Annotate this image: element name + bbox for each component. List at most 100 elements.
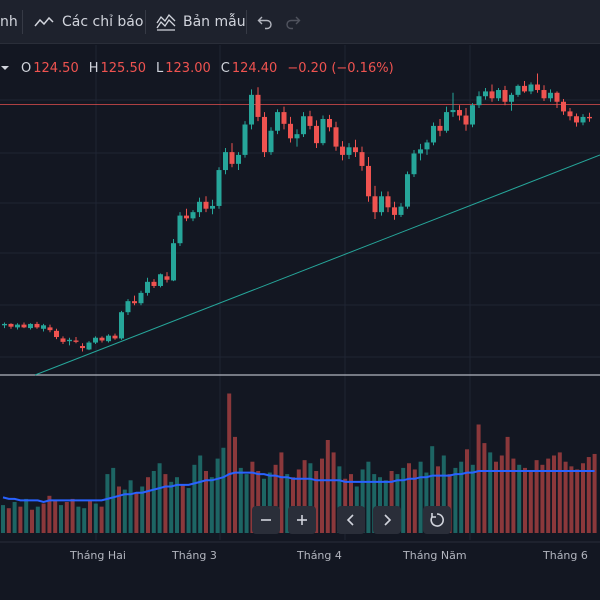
volume-bar bbox=[552, 455, 556, 533]
volume-bar bbox=[569, 466, 574, 533]
volume-bar bbox=[279, 452, 284, 533]
candle-body bbox=[229, 152, 235, 164]
volume-bar bbox=[111, 467, 116, 533]
candle-body bbox=[548, 92, 553, 99]
volume-bar bbox=[366, 461, 371, 533]
volume-bar bbox=[59, 505, 63, 533]
volume-bar bbox=[215, 458, 220, 533]
candle-body bbox=[405, 174, 410, 207]
volume-bar bbox=[88, 500, 92, 533]
low-label: L bbox=[156, 60, 164, 76]
indicators-button[interactable]: Các chỉ báo bbox=[34, 0, 143, 44]
candle-body bbox=[242, 124, 248, 155]
volume-bar bbox=[151, 471, 156, 533]
scroll-left-icon bbox=[346, 514, 354, 526]
candle-body bbox=[73, 340, 79, 342]
candle-body bbox=[437, 125, 443, 131]
scroll-right-button[interactable] bbox=[373, 506, 401, 534]
volume-bar bbox=[337, 466, 342, 533]
reset-chart-button[interactable] bbox=[423, 506, 451, 534]
volume-bar bbox=[134, 492, 139, 533]
trend-line bbox=[34, 154, 600, 376]
candle-body bbox=[197, 201, 202, 213]
candle-body bbox=[47, 327, 53, 331]
undo-button[interactable] bbox=[257, 0, 273, 44]
candle-body bbox=[99, 337, 105, 341]
candle-body bbox=[294, 134, 300, 139]
candle-body bbox=[210, 205, 215, 209]
volume-bar bbox=[227, 393, 232, 533]
change-value: −0.20 (−0.16%) bbox=[287, 60, 394, 76]
volume-bar bbox=[198, 455, 203, 533]
volume-bar bbox=[157, 463, 162, 533]
candle-body bbox=[463, 115, 469, 125]
candle-body bbox=[392, 207, 397, 215]
templates-icon bbox=[156, 13, 176, 31]
chart-canvas[interactable] bbox=[0, 45, 600, 600]
volume-bar bbox=[581, 463, 585, 533]
volume-bar bbox=[447, 474, 452, 533]
volume-bar bbox=[389, 471, 394, 533]
chevron-down-icon[interactable] bbox=[0, 64, 10, 72]
volume-bar bbox=[169, 481, 174, 533]
candle-body bbox=[145, 281, 150, 293]
volume-bar bbox=[233, 436, 237, 533]
volume-bar bbox=[221, 447, 226, 533]
candle-body bbox=[515, 85, 521, 95]
volume-bar bbox=[343, 478, 348, 533]
candle-body bbox=[450, 110, 456, 113]
candle-body bbox=[54, 330, 59, 338]
volume-bar bbox=[331, 452, 336, 533]
zoom-in-button[interactable] bbox=[288, 506, 316, 534]
volume-bar bbox=[1, 505, 5, 533]
candle-body bbox=[268, 130, 274, 153]
volume-bar bbox=[105, 474, 110, 533]
redo-button[interactable] bbox=[285, 0, 301, 44]
volume-bar bbox=[325, 440, 330, 533]
templates-button[interactable]: Bản mẫu bbox=[156, 0, 246, 44]
candle-body bbox=[320, 119, 326, 144]
x-tick-label: Tháng Năm bbox=[403, 549, 467, 562]
x-tick-label: Tháng Hai bbox=[70, 549, 126, 562]
volume-bar bbox=[546, 458, 551, 533]
candle-body bbox=[502, 90, 508, 102]
candle-body bbox=[177, 215, 183, 244]
volume-bar bbox=[6, 508, 11, 533]
toolbar-clipped-item[interactable]: nh bbox=[0, 0, 18, 44]
volume-bar bbox=[291, 477, 295, 533]
zoom-out-icon bbox=[261, 519, 271, 521]
volume-ma-line bbox=[2, 470, 595, 504]
volume-bar bbox=[117, 486, 121, 533]
volume-bar bbox=[64, 502, 69, 533]
scroll-left-button[interactable] bbox=[337, 506, 365, 534]
candle-body bbox=[398, 206, 404, 215]
candle-body bbox=[333, 127, 339, 147]
volume-bar bbox=[465, 449, 469, 533]
volume-bar bbox=[128, 480, 133, 533]
candle-body bbox=[372, 196, 378, 213]
candle-body bbox=[216, 170, 222, 206]
candle-body bbox=[184, 215, 189, 219]
volume-bar bbox=[296, 469, 301, 533]
candle-body bbox=[307, 116, 313, 126]
indicators-label: Các chỉ báo bbox=[62, 14, 144, 30]
candle-body bbox=[8, 323, 14, 327]
volume-bar bbox=[70, 498, 75, 533]
candle-body bbox=[67, 339, 72, 342]
candle-body bbox=[457, 110, 462, 116]
volume-bar bbox=[99, 506, 104, 533]
volume-bar bbox=[499, 455, 504, 533]
candle-body bbox=[489, 91, 495, 99]
candle-body bbox=[574, 116, 579, 123]
volume-bar bbox=[186, 488, 191, 533]
candle-body bbox=[385, 196, 391, 208]
volume-bar bbox=[441, 455, 446, 533]
volume-bar bbox=[122, 489, 127, 533]
volume-bar bbox=[163, 474, 168, 533]
zoom-out-button[interactable] bbox=[252, 506, 280, 534]
candle-body bbox=[164, 276, 170, 280]
high-label: H bbox=[88, 60, 99, 76]
candle-body bbox=[125, 301, 131, 313]
candle-body bbox=[418, 149, 423, 154]
candle-body bbox=[340, 146, 345, 155]
